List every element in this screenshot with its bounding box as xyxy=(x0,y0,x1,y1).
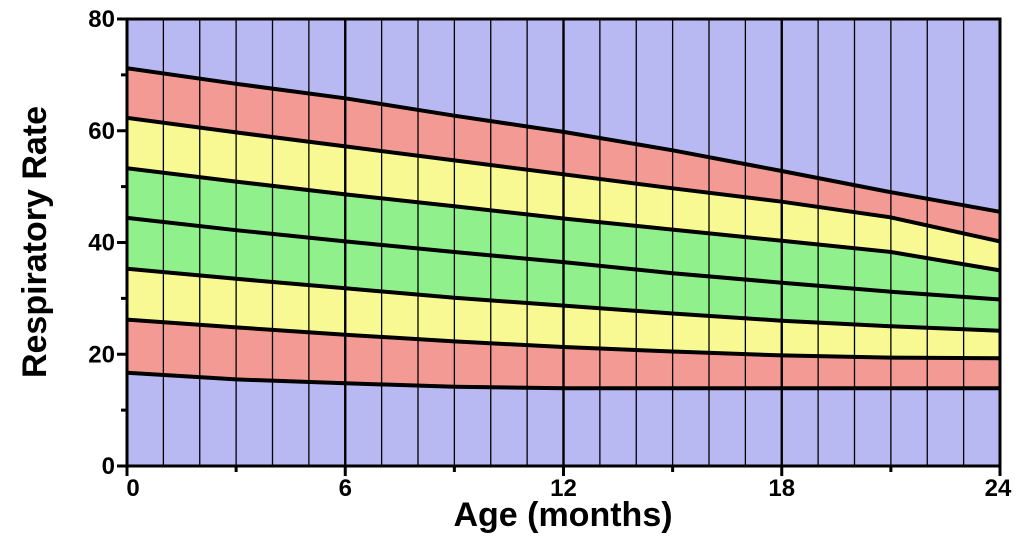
percentile-curve xyxy=(126,166,1001,273)
percentile-curve xyxy=(126,266,1001,333)
y-axis-ticks: 0 20 40 60 80 xyxy=(88,6,127,480)
x-tick-label: 12 xyxy=(550,475,577,502)
x-axis-ticks: 0 6 12 18 24 xyxy=(125,466,1012,502)
percentile-curves xyxy=(126,66,1001,391)
y-tick-label: 80 xyxy=(88,6,115,33)
y-tick-label: 20 xyxy=(88,341,115,368)
x-tick-label: 18 xyxy=(768,475,795,502)
percentile-curve xyxy=(126,317,1001,361)
y-axis-title: Respiratory Rate xyxy=(16,106,54,378)
percentile-curve xyxy=(126,370,1000,391)
percentile-curve xyxy=(126,66,1001,214)
y-tick-label: 0 xyxy=(102,453,115,480)
y-tick-label: 40 xyxy=(88,230,115,257)
x-tick-label: 6 xyxy=(339,475,352,502)
percentile-curve xyxy=(126,215,1001,302)
y-tick-label: 60 xyxy=(88,118,115,145)
x-tick-label: 24 xyxy=(985,475,1012,502)
x-tick-label: 0 xyxy=(126,475,139,502)
percentile-curve xyxy=(126,115,1001,244)
x-axis-title: Age (months) xyxy=(453,496,672,534)
